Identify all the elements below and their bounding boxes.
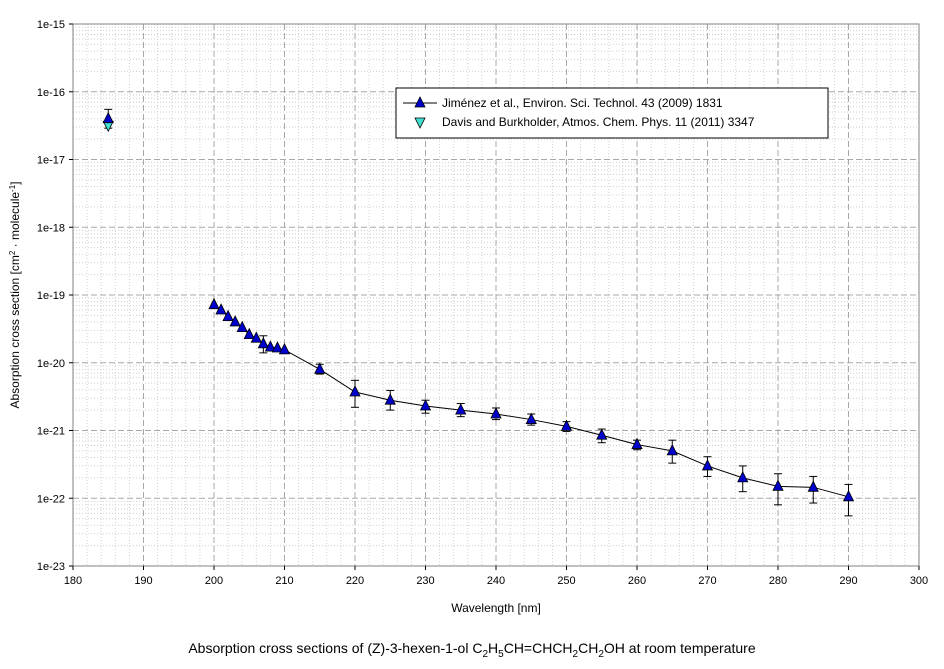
x-tick-label: 220 <box>346 575 364 587</box>
legend: Jiménez et al., Environ. Sci. Technol. 4… <box>395 87 829 139</box>
series-1-point <box>257 336 269 349</box>
x-tick-label: 300 <box>910 575 928 587</box>
series-1-point <box>271 341 284 353</box>
series-1-point <box>208 297 220 310</box>
series-1-point <box>229 315 241 327</box>
y-axis-title: Absorption cross section [cm2 · molecule… <box>8 181 23 408</box>
x-tick-label: 280 <box>769 575 787 587</box>
series-1-point <box>666 444 678 456</box>
series-1-point <box>102 111 114 124</box>
y-tick-label: 1e-21 <box>37 426 65 438</box>
series-1-point <box>314 362 326 374</box>
series-1-point <box>490 407 502 419</box>
series-1-point <box>264 340 277 352</box>
x-tick-label: 260 <box>628 575 646 587</box>
series-1-point <box>222 309 234 321</box>
x-tick-label: 180 <box>64 575 82 587</box>
series-1-point <box>560 419 573 431</box>
y-tick-label: 1e-18 <box>37 222 65 234</box>
series-1-point <box>250 331 262 343</box>
series-1-point <box>631 437 643 449</box>
figure-caption: Absorption cross sections of (Z)-3-hexen… <box>188 640 756 660</box>
legend-marker-2 <box>414 117 426 129</box>
y-tick-label: 1e-15 <box>37 19 65 31</box>
series-1-point <box>243 327 255 340</box>
series-1-point <box>807 480 819 492</box>
series-1-point <box>215 303 227 315</box>
series-1-point <box>419 399 432 411</box>
x-tick-label: 200 <box>205 575 223 587</box>
series-1-point <box>737 470 749 483</box>
x-tick-label: 230 <box>416 575 434 587</box>
y-tick-label: 1e-23 <box>37 561 65 573</box>
x-tick-label: 190 <box>134 575 152 587</box>
y-tick-label: 1e-17 <box>37 155 65 167</box>
y-tick-label: 1e-20 <box>37 358 65 370</box>
series-1-point <box>701 459 714 471</box>
series-1-point <box>278 342 291 355</box>
series-1-point <box>236 320 248 333</box>
x-tick-label: 210 <box>275 575 293 587</box>
x-axis-title: Wavelength [nm] <box>451 601 541 615</box>
series-1-point <box>384 393 396 405</box>
x-tick-label: 270 <box>698 575 716 587</box>
y-tick-label: 1e-16 <box>37 87 65 99</box>
legend-box <box>395 87 829 139</box>
x-tick-label: 240 <box>487 575 505 587</box>
legend-label-1: Jiménez et al., Environ. Sci. Technol. 4… <box>442 96 723 110</box>
series-1-point <box>455 403 467 415</box>
x-tick-label: 290 <box>839 575 857 587</box>
y-tick-label: 1e-22 <box>37 493 65 505</box>
series-1-point <box>596 428 608 440</box>
legend-marker-1 <box>414 96 426 108</box>
x-tick-label: 250 <box>557 575 575 587</box>
series-1-point <box>842 489 855 502</box>
series-1-point <box>772 479 784 491</box>
series-1-point <box>525 412 537 424</box>
series-1-point <box>349 385 361 397</box>
legend-label-2: Davis and Burkholder, Atmos. Chem. Phys.… <box>442 115 755 129</box>
y-tick-label: 1e-19 <box>37 290 65 302</box>
